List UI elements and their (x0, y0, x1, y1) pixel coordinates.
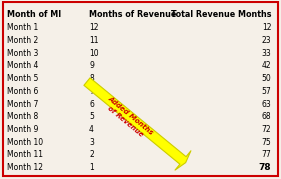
Text: 2: 2 (89, 151, 94, 159)
Text: 33: 33 (262, 49, 271, 57)
Text: 72: 72 (262, 125, 271, 134)
Text: 4: 4 (89, 125, 94, 134)
Text: 1: 1 (89, 163, 94, 172)
Text: Month 3: Month 3 (7, 49, 38, 57)
Text: Month 8: Month 8 (7, 112, 38, 121)
Text: 3: 3 (89, 138, 94, 147)
Text: 7: 7 (89, 87, 94, 96)
Text: 6: 6 (89, 100, 94, 108)
Text: 12: 12 (262, 23, 271, 32)
Text: 10: 10 (89, 49, 99, 57)
Text: 77: 77 (262, 151, 271, 159)
Text: 63: 63 (262, 100, 271, 108)
Text: 78: 78 (259, 163, 271, 172)
Text: Month 11: Month 11 (7, 151, 43, 159)
Text: 5: 5 (89, 112, 94, 121)
Text: 9: 9 (89, 61, 94, 70)
Text: Month 2: Month 2 (7, 36, 38, 45)
Text: Month 1: Month 1 (7, 23, 38, 32)
Text: 11: 11 (89, 36, 99, 45)
Text: 8: 8 (89, 74, 94, 83)
Text: 68: 68 (262, 112, 271, 121)
Text: Month 10: Month 10 (7, 138, 43, 147)
Text: Months of Revenue: Months of Revenue (89, 10, 176, 19)
Text: Month 5: Month 5 (7, 74, 38, 83)
Text: Month 6: Month 6 (7, 87, 38, 96)
Text: 57: 57 (262, 87, 271, 96)
Text: Month 7: Month 7 (7, 100, 38, 108)
Text: Added Months
of Revenue: Added Months of Revenue (102, 95, 154, 142)
Text: Total Revenue Months: Total Revenue Months (171, 10, 271, 19)
Text: Month 9: Month 9 (7, 125, 38, 134)
Text: 50: 50 (262, 74, 271, 83)
Text: 12: 12 (89, 23, 99, 32)
Text: Month 12: Month 12 (7, 163, 43, 172)
Text: 42: 42 (262, 61, 271, 70)
Text: 23: 23 (262, 36, 271, 45)
Text: 75: 75 (262, 138, 271, 147)
Text: Month 4: Month 4 (7, 61, 38, 70)
Text: Month of MI: Month of MI (7, 10, 61, 19)
